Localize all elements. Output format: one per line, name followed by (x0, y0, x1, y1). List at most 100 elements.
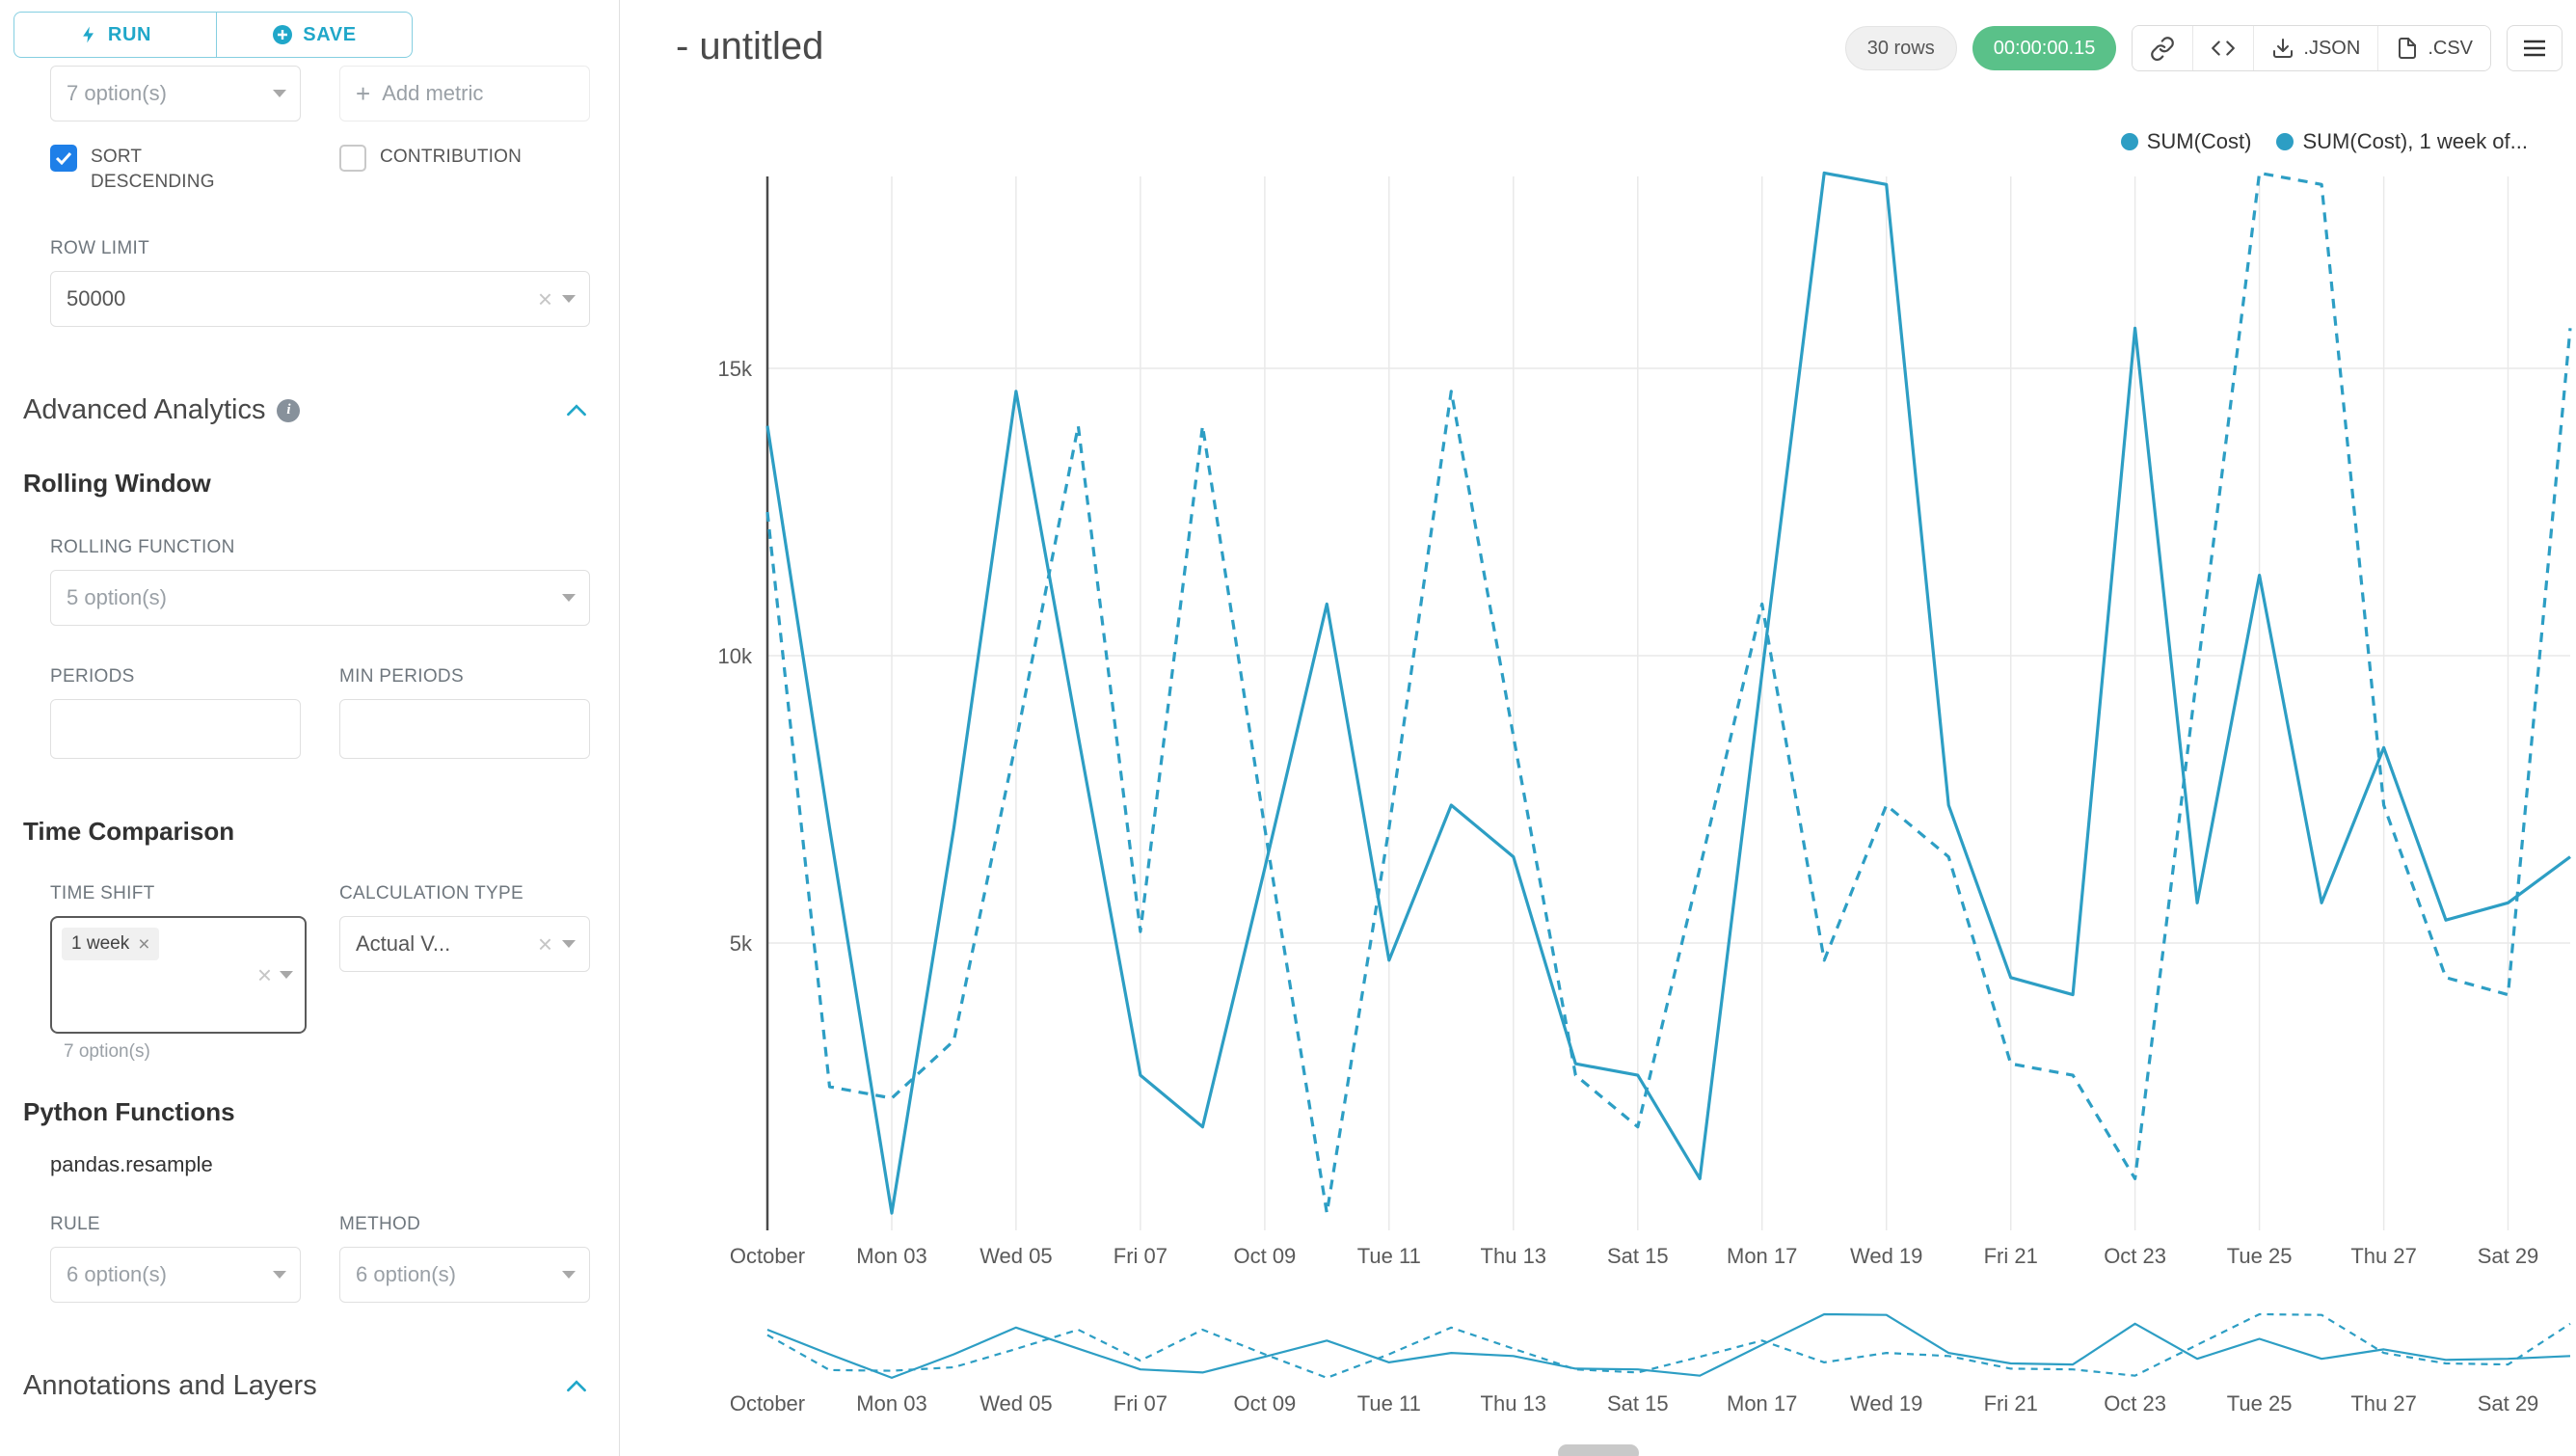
chevron-down-icon (273, 1271, 286, 1280)
metrics-row: 7 option(s) + Add metric (50, 66, 590, 121)
time-shift-controls-row: 1 week × × Actual V... × (50, 916, 590, 1035)
mini-chart[interactable]: October Mon 03 Wed 05 Fri 07 Oct 09 Tue 11 Thu… (620, 1297, 2576, 1432)
annotations-layers-title: Annotations and Layers (23, 1370, 317, 1402)
legend-item-sum-cost[interactable]: SUM(Cost) (2120, 129, 2252, 154)
info-circle-icon[interactable]: i (277, 398, 301, 422)
add-metric-label: Add metric (382, 81, 484, 105)
svg-text:Thu 27: Thu 27 (2350, 1391, 2417, 1416)
time-comparison-title: Time Comparison (23, 817, 235, 847)
resize-handle[interactable] (1557, 1444, 1639, 1456)
time-shift-helper: 7 option(s) (64, 1041, 150, 1063)
copy-link-button[interactable] (2133, 26, 2193, 70)
chevron-up-icon[interactable] (565, 403, 588, 418)
time-shift-tag: 1 week × (62, 928, 160, 961)
legend-item-sum-cost-offset[interactable]: SUM(Cost), 1 week of... (2276, 129, 2528, 154)
rule-select[interactable]: 6 option(s) (50, 1247, 301, 1304)
menu-button[interactable] (2507, 25, 2563, 71)
checkbox-unchecked-icon (339, 145, 366, 172)
svg-text:Wed 05: Wed 05 (979, 1244, 1052, 1268)
row-count-badge: 30 rows (1844, 26, 1957, 70)
pandas-resample-label: pandas.resample (50, 1152, 213, 1177)
plus-icon: + (356, 79, 371, 108)
legend-label: SUM(Cost) (2146, 129, 2252, 153)
periods-input[interactable] (50, 699, 301, 760)
main-chart[interactable]: October Mon 03 Wed 05 Fri 07 Oct 09 Tue 11 Thu… (620, 145, 2576, 1311)
chevron-down-icon (280, 971, 293, 980)
select-controls: × (257, 962, 293, 987)
add-metric-button[interactable]: + Add metric (339, 66, 590, 121)
svg-text:15k: 15k (718, 357, 753, 381)
time-shift-select[interactable]: 1 week × × (50, 916, 307, 1035)
rule-label: RULE (50, 1214, 100, 1235)
chart-panel: - untitled 30 rows 00:00:00.15 (620, 0, 2576, 1456)
chevron-down-icon (562, 940, 576, 949)
chevron-up-icon[interactable] (565, 1379, 588, 1393)
svg-text:Wed 05: Wed 05 (979, 1391, 1052, 1416)
rolling-function-label: ROLLING FUNCTION (50, 537, 235, 558)
query-actions: RUN SAVE (13, 12, 590, 58)
method-select[interactable]: 6 option(s) (339, 1247, 590, 1304)
rule-method-selects-row: 6 option(s) 6 option(s) (50, 1247, 590, 1304)
periods-label: PERIODS (50, 666, 135, 688)
export-csv-button[interactable]: .CSV (2377, 26, 2490, 70)
calculation-type-select[interactable]: Actual V... × (339, 916, 590, 973)
x-icon[interactable]: × (256, 960, 272, 990)
rule-value: 6 option(s) (67, 1262, 167, 1287)
x-icon[interactable]: × (537, 284, 552, 314)
method-value: 6 option(s) (356, 1262, 456, 1287)
remove-tag-icon[interactable]: × (138, 932, 150, 956)
sort-descending-checkbox[interactable]: SORT DESCENDING (50, 145, 301, 194)
min-periods-input[interactable] (339, 699, 590, 760)
periods-inputs-row (50, 699, 590, 760)
contribution-checkbox[interactable]: CONTRIBUTION (339, 145, 590, 194)
plus-circle-icon (272, 24, 293, 45)
svg-text:Fri 21: Fri 21 (1984, 1391, 2038, 1416)
svg-text:Mon 03: Mon 03 (856, 1391, 926, 1416)
annotations-layers-header[interactable]: Annotations and Layers (23, 1370, 590, 1402)
svg-text:Tue 11: Tue 11 (1357, 1244, 1421, 1268)
file-icon (2396, 37, 2419, 60)
run-label: RUN (107, 23, 152, 45)
min-periods-label: MIN PERIODS (339, 666, 464, 688)
advanced-analytics-header[interactable]: Advanced Analytics i (23, 394, 590, 426)
legend-label: SUM(Cost), 1 week of... (2302, 129, 2528, 153)
rolling-function-value: 5 option(s) (67, 585, 167, 610)
chevron-down-icon (562, 1271, 576, 1280)
download-icon (2271, 37, 2294, 60)
code-icon (2211, 36, 2236, 61)
rolling-function-select[interactable]: 5 option(s) (50, 570, 590, 627)
run-button[interactable]: RUN (13, 12, 217, 58)
row-limit-value: 50000 (67, 286, 126, 311)
query-timer-badge: 00:00:00.15 (1972, 26, 2117, 70)
metrics-select-value: 7 option(s) (67, 81, 167, 105)
svg-text:Tue 11: Tue 11 (1357, 1391, 1421, 1416)
csv-label: .CSV (2428, 37, 2473, 59)
svg-text:Oct 09: Oct 09 (1233, 1244, 1296, 1268)
embed-code-button[interactable] (2192, 26, 2254, 70)
svg-text:October: October (730, 1244, 805, 1268)
svg-text:Oct 23: Oct 23 (2104, 1391, 2166, 1416)
chart-legend: SUM(Cost) SUM(Cost), 1 week of... (2120, 129, 2528, 154)
checkbox-checked-icon (50, 145, 77, 172)
export-json-button[interactable]: .JSON (2253, 26, 2378, 70)
svg-text:Tue 25: Tue 25 (2227, 1391, 2293, 1416)
contribution-label: CONTRIBUTION (380, 147, 523, 167)
lightning-bolt-icon (79, 23, 98, 46)
save-button[interactable]: SAVE (216, 12, 413, 58)
svg-text:10k: 10k (718, 644, 753, 668)
svg-text:Tue 25: Tue 25 (2227, 1244, 2293, 1268)
row-limit-label: ROW LIMIT (50, 238, 149, 259)
row-limit-select[interactable]: 50000 × (50, 271, 590, 328)
legend-dot (2120, 133, 2138, 150)
x-icon[interactable]: × (537, 930, 552, 959)
metrics-select[interactable]: 7 option(s) (50, 66, 301, 121)
svg-text:Oct 23: Oct 23 (2104, 1244, 2166, 1268)
control-panel: RUN SAVE 7 option(s) + Add metric (0, 0, 620, 1456)
svg-text:Fri 07: Fri 07 (1114, 1244, 1167, 1268)
svg-text:Sat 15: Sat 15 (1607, 1391, 1669, 1416)
svg-text:Fri 07: Fri 07 (1114, 1391, 1167, 1416)
method-label: METHOD (339, 1214, 421, 1235)
legend-dot (2276, 133, 2294, 150)
chevron-down-icon (562, 594, 576, 603)
